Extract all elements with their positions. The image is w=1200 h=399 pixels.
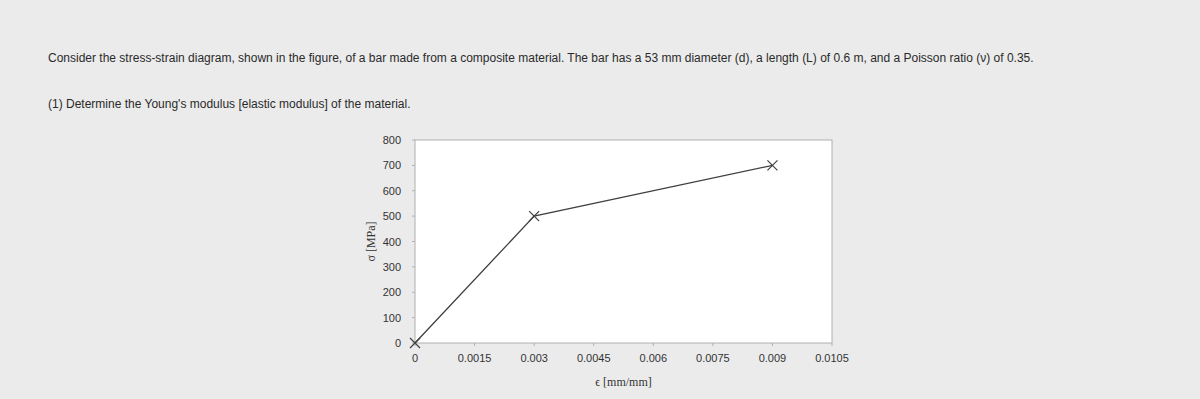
y-tick-label: 100	[383, 312, 401, 324]
x-tick-label: 0.0075	[696, 352, 730, 364]
y-tick-label: 700	[383, 159, 401, 171]
y-tick-label: 0	[395, 337, 401, 349]
y-tick-label: 500	[383, 210, 401, 222]
page: {"problem": {"statement": "Consider the …	[0, 0, 1200, 399]
series-line	[415, 165, 772, 343]
x-axis-label: ϵ [mm/mm]	[595, 375, 652, 389]
marker	[529, 211, 539, 221]
y-tick	[412, 266, 415, 267]
marker	[410, 338, 420, 348]
plot-frame	[415, 140, 832, 343]
marker	[767, 160, 777, 170]
data-group	[410, 160, 777, 348]
y-tick	[412, 165, 415, 166]
y-tick-label: 600	[383, 185, 401, 197]
x-tick-label: 0.0045	[577, 352, 611, 364]
y-tick	[412, 292, 415, 293]
x-tick-label: 0.006	[640, 352, 668, 364]
x-tick-label: 0.003	[520, 352, 548, 364]
y-tick	[412, 190, 415, 191]
y-tick-label: 200	[383, 286, 401, 298]
chart: 0 100 200 300 400 500 600 700 800 0 0.0015 0.003 0.0…	[0, 0, 1200, 399]
x-tick-label: 0.0015	[458, 352, 492, 364]
x-tick	[593, 343, 594, 346]
x-tick-label: 0.0105	[815, 352, 849, 364]
y-tick	[412, 317, 415, 318]
problem-question: (1) Determine the Young's modulus [elast…	[48, 97, 410, 111]
y-tick-label: 400	[383, 236, 401, 248]
y-tick-label: 800	[383, 134, 401, 146]
x-tick-label: 0.009	[759, 352, 787, 364]
y-tick	[412, 140, 415, 141]
y-tick-label: 300	[383, 261, 401, 273]
y-axis-label: σ [MPa]	[364, 221, 378, 261]
x-tick	[653, 343, 654, 346]
x-tick	[474, 343, 475, 346]
x-tick	[712, 343, 713, 346]
y-tick	[412, 241, 415, 242]
x-tick	[832, 343, 833, 346]
x-tick-label: 0	[412, 352, 418, 364]
x-tick	[772, 343, 773, 346]
problem-statement: Consider the stress-strain diagram, show…	[48, 50, 1138, 67]
x-tick	[534, 343, 535, 346]
y-tick	[412, 216, 415, 217]
